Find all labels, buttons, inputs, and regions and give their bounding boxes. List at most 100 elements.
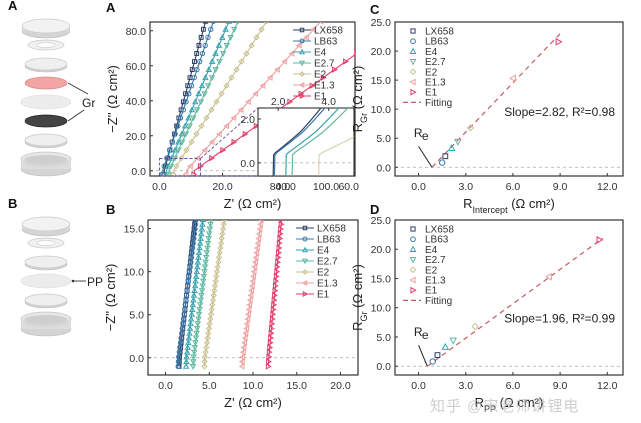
data-point <box>239 353 246 361</box>
cell-layer-case <box>20 151 72 177</box>
gr-pointer <box>67 82 89 95</box>
data-point <box>201 269 208 276</box>
inset-y-tick-label: 2.0 <box>240 114 255 126</box>
inset-series-LB63 <box>273 108 326 176</box>
data-point <box>215 42 223 48</box>
data-point <box>239 11 244 15</box>
watermark: 知乎 @宋老师讲锂电 <box>430 398 580 415</box>
y-tick-label: 0.0 <box>131 166 146 178</box>
legend-label: Fitting <box>425 98 452 109</box>
data-point <box>220 146 227 154</box>
legend-marker <box>409 245 417 252</box>
data-point <box>171 146 179 153</box>
y-axis-label: RGr (Ω cm²) <box>350 264 369 331</box>
data-point <box>187 320 194 327</box>
layer-top <box>24 293 68 307</box>
data-point <box>258 220 264 223</box>
data-point <box>259 82 266 89</box>
y-tick-label: 60.0 <box>126 61 147 73</box>
case-inner <box>24 155 68 165</box>
data-point <box>215 259 222 266</box>
data-point <box>178 130 186 137</box>
data-point <box>223 122 230 130</box>
zoom-box <box>159 158 201 177</box>
re-label-sub: e <box>422 129 429 143</box>
data-point <box>233 66 240 73</box>
data-point <box>205 179 210 183</box>
data-point <box>210 22 216 24</box>
data-point-E1.3 <box>508 74 516 83</box>
data-point <box>272 292 278 299</box>
data-point <box>191 74 197 81</box>
re-pointer <box>418 146 433 168</box>
data-point <box>320 74 327 81</box>
data-point <box>212 50 219 56</box>
data-point <box>193 107 201 114</box>
plot-area <box>175 179 285 370</box>
data-point <box>281 58 288 65</box>
cell-schematic-A: A Gr <box>8 0 95 177</box>
data-point <box>208 106 215 113</box>
data-point <box>208 26 214 33</box>
legend-marker <box>410 226 416 232</box>
data-point <box>243 325 249 332</box>
data-point <box>193 130 200 138</box>
legend-marker <box>301 279 308 287</box>
inset-series-E4 <box>285 108 340 176</box>
data-point <box>343 58 349 65</box>
data-point <box>256 225 263 233</box>
series-E1 <box>265 220 285 370</box>
legend-label: E1 <box>317 290 330 301</box>
data-point <box>201 358 208 365</box>
data-point <box>269 11 274 16</box>
panel-letter: B <box>8 196 17 211</box>
data-point <box>287 98 294 106</box>
data-point <box>288 50 295 57</box>
data-point <box>264 22 269 25</box>
data-point <box>270 306 277 313</box>
inset-series-E2.7 <box>291 108 349 176</box>
data-point <box>195 316 202 323</box>
data-point <box>183 353 190 360</box>
data-point <box>197 99 205 106</box>
data-point <box>276 244 283 252</box>
legend-label: LX658 <box>314 26 343 37</box>
data-point <box>206 231 213 238</box>
data-point <box>255 235 262 242</box>
legend-marker <box>302 290 309 298</box>
data-point <box>214 11 218 15</box>
data-point <box>178 139 186 146</box>
cell-layer-gasket <box>27 39 65 51</box>
legend-marker <box>410 88 417 96</box>
data-point <box>192 98 199 105</box>
cell-layer-graphite-pink <box>24 76 68 90</box>
data-point <box>240 344 247 351</box>
data-point <box>199 180 203 184</box>
data-point <box>189 67 195 73</box>
data-point <box>211 287 218 294</box>
data-point <box>230 11 235 15</box>
data-point <box>201 212 206 216</box>
data-point <box>186 162 193 170</box>
x-tick-label: 0.0 <box>158 380 173 392</box>
data-point <box>202 203 207 207</box>
cell-layer-spacer <box>24 293 68 309</box>
panel-letter: A <box>8 0 18 13</box>
data-point <box>166 147 173 153</box>
y-axis-label: −Z'' (Ω cm²) <box>105 65 120 133</box>
data-point <box>242 329 249 337</box>
data-point <box>309 82 316 89</box>
data-point <box>193 330 200 337</box>
x-axis-label: Z' (Ω cm²) <box>224 196 282 211</box>
data-point <box>250 268 257 275</box>
data-point <box>213 98 220 105</box>
data-point <box>239 348 246 356</box>
data-point <box>248 42 255 49</box>
data-point <box>180 99 186 105</box>
panel-A: 0.0 20.0 40.0 60.0 0.0 20.0 40.0 60.0 80.0 A Z' (Ω… <box>105 0 359 211</box>
legend-marker <box>410 236 416 243</box>
data-point <box>198 34 204 40</box>
data-point <box>175 123 181 129</box>
data-point <box>170 171 177 176</box>
